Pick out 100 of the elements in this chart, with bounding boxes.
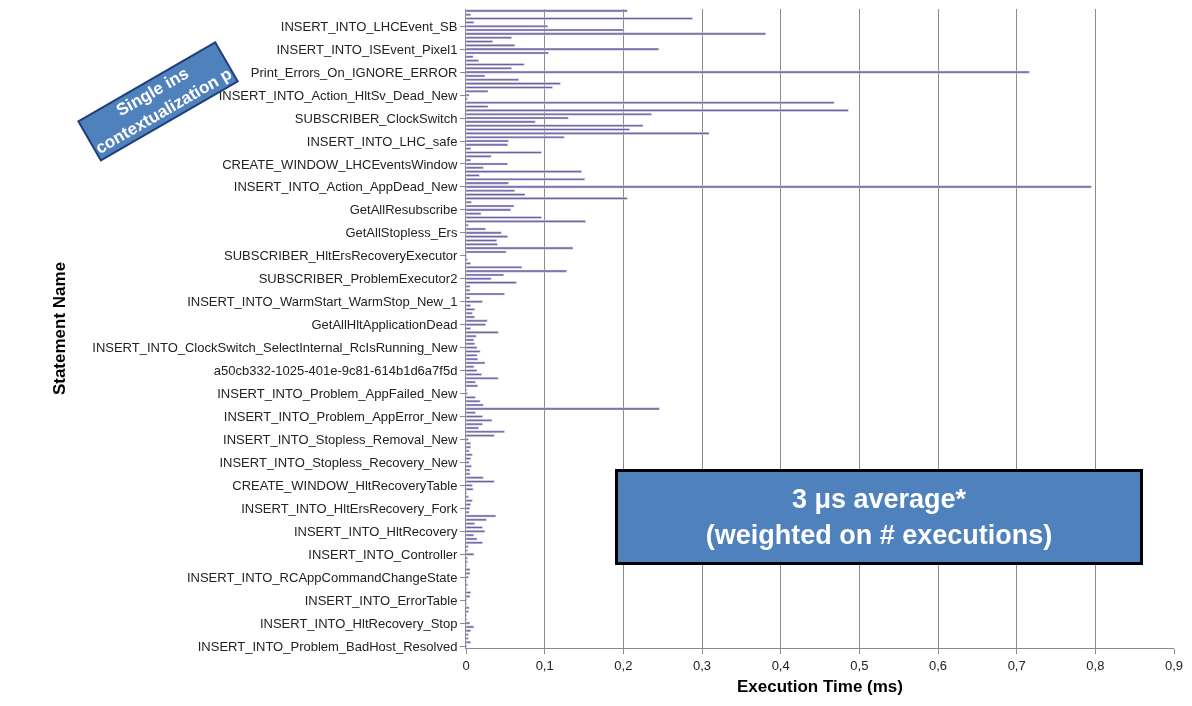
bar [466,430,505,434]
bar [466,526,483,529]
bar [466,407,660,411]
bar [466,568,471,571]
y-tick-label: INSERT_INTO_Problem_AppError_New [223,409,459,425]
bar [466,449,470,453]
bar [466,441,471,445]
y-tick-label: GetAllStopless_Ers [345,225,458,241]
bar [466,300,483,304]
bar [466,464,472,468]
y-tick-label: INSERT_INTO_LHCEvent_SB [280,18,458,34]
bar [466,640,471,644]
bar [466,369,478,372]
annotation: 3 μs average* (weighted on # executions) [705,484,1053,550]
bar [466,384,479,388]
bar [466,311,473,315]
y-tick-label: INSERT_INTO_Problem_AppFailed_New [217,386,458,402]
bar [466,32,766,36]
bar [466,101,835,105]
y-axis-title: Statement Name [49,261,69,396]
bar [466,109,849,112]
bar [466,633,469,636]
x-tick-label: 0 [462,657,470,673]
bar [466,575,469,579]
bar [466,453,473,457]
y-tick-label: INSERT_INTO_LHC_safe [306,133,458,149]
bar [466,606,470,610]
bar [466,361,486,365]
bar [466,495,469,499]
bar [466,323,486,326]
y-tick-label: INSERT_INTO_WarmStart_WarmStop_New_1 [187,294,458,310]
bar [466,480,495,483]
x-tick-label: 0,7 [1007,657,1026,673]
bar [466,162,508,166]
bar [466,499,473,502]
bar [466,331,499,334]
y-tick-label: Print_Errors_On_IGNORE_ERROR [250,64,458,80]
x-tick-label: 0,8 [1086,657,1105,673]
y-tick-label: INSERT_INTO_ClockSwitch_SelectInternal_RcIsRunning_New [92,340,459,356]
bar [466,269,567,273]
bar [466,552,475,556]
bar [466,595,471,598]
bar [466,17,693,20]
y-tick-label: INSERT_INTO_Action_AppDead_New [233,179,458,195]
y-tick-label: INSERT_INTO_Controller [308,546,459,562]
bar [466,170,582,173]
bar [466,541,483,545]
y-tick-label: SUBSCRIBER_HltErsRecoveryExecutor [224,248,459,264]
y-tick-label: INSERT_INTO_ISEvent_Pixel1 [276,41,458,57]
bar [466,487,474,491]
x-tick-label: 0,1 [535,657,554,673]
y-tick-label: INSERT_INTO_ErrorTable [304,592,458,608]
bar [466,70,1030,74]
bar [466,399,481,403]
x-tick-label: 0,2 [614,657,633,673]
bar [466,457,471,460]
y-tick-label: SUBSCRIBER_ClockSwitch [294,110,458,126]
bar [466,621,471,625]
bar [466,132,710,135]
bar [466,468,471,472]
bar [466,572,471,575]
y-tick-label: a50cb332-1025-401e-9c81-614b1d6a7f5d [213,363,458,379]
bar [466,208,512,212]
bar [466,151,542,154]
bar [466,507,471,510]
bar [466,503,471,506]
y-tick-label: GetAllHltApplicationDead [311,317,458,333]
y-tick-label: INSERT_INTO_HltRecovery [293,523,458,539]
y-tick-label: SUBSCRIBER_ProblemExecutor2 [258,271,458,287]
x-tick-label: 0,3 [692,657,712,673]
bar [466,220,586,223]
bar [466,445,471,449]
x-tick-label: 0,5 [850,657,869,673]
bar [466,197,628,200]
bar [466,376,499,380]
bar [466,124,644,128]
bar [466,346,478,349]
bar [466,292,505,296]
bar [466,338,475,342]
bar [466,353,478,357]
x-tick-label: 0,4 [771,657,790,673]
bar [466,235,508,238]
bar [466,625,475,629]
x-tick-label: 0,6 [928,657,948,673]
bar [466,281,517,284]
bar [466,308,475,311]
y-tick-label: INSERT_INTO_Stopless_Recovery_New [219,454,459,470]
bar [466,177,586,181]
bar [466,350,481,353]
bar [466,143,508,147]
bar [466,47,659,51]
y-tick-label: INSERT_INTO_Stopless_Removal_New [223,432,458,448]
bar [466,185,1092,189]
bar [466,629,471,633]
bar [466,529,486,533]
y-tick-label: INSERT_INTO_HltRecovery_Stop [259,615,458,631]
bar [466,610,469,613]
bar [466,637,469,640]
bar [466,82,561,85]
y-tick-label: INSERT_INTO_RCAppCommandChangeState [186,569,458,585]
